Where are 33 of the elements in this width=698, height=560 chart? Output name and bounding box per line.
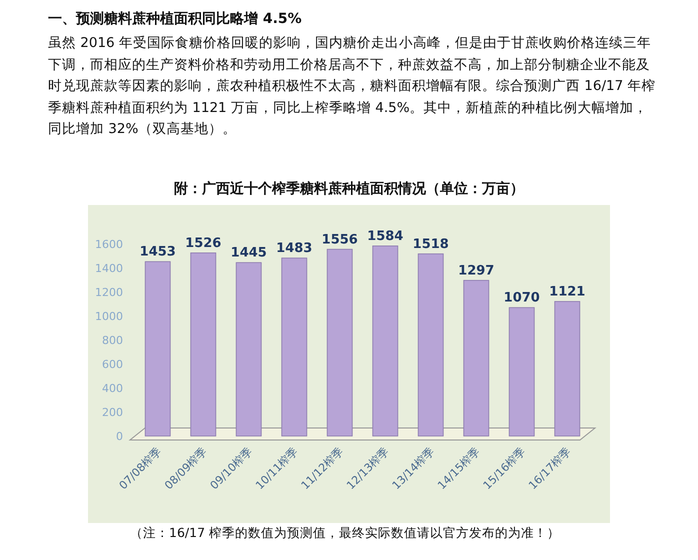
bar: [463, 280, 490, 436]
text: 一、预测糖料蔗种植面积同比略增 4.5%: [48, 10, 302, 28]
data-label: 1556: [322, 232, 358, 248]
y-tick-label: 200: [102, 406, 123, 419]
y-tick-label: 600: [102, 358, 123, 371]
y-tick-label: 1400: [95, 262, 123, 275]
bar: [190, 252, 216, 436]
bar: [508, 307, 535, 436]
bar: [326, 248, 353, 436]
bar: [418, 253, 444, 436]
y-tick-label: 1200: [95, 286, 123, 299]
bar: [554, 301, 580, 436]
data-label: 1518: [412, 236, 449, 252]
data-label: 1070: [504, 290, 540, 306]
y-tick-label: 0: [116, 430, 123, 443]
text: （注：16/17 榨季的数值为预测值，最终实际数值请以官方发布的为准！）: [130, 525, 560, 540]
data-label: 1453: [140, 244, 176, 260]
data-label: 1297: [458, 263, 494, 278]
data-label: 1445: [230, 246, 267, 261]
chart-title: 附：广西近十个榨季糖料蔗种植面积情况（单位：万亩）: [174, 180, 524, 197]
bar: [144, 261, 171, 436]
bar: [281, 258, 308, 436]
data-label: 1121: [549, 284, 586, 300]
bar: [372, 246, 398, 436]
data-label: 1526: [185, 236, 222, 251]
y-tick-label: 1600: [95, 238, 123, 251]
y-tick-label: 800: [102, 334, 123, 347]
y-tick-label: 1000: [95, 310, 123, 323]
text: 虽然 2016 年受国际食糖价格回暖的影响，国内糖价走出小高峰，但是由于甘蔗收购价格连续三年下调，而相应的生产资料价格和劳动用工价格居高不下，种蔗效益不高，加上部分制糖企业不能及时兑现蔗款等因素的影响，蔗农种植积极性不太高，糖料面积增幅有限。综合预测广西 16/17 年榨季糖料蔗种植面积约为 1121 万亩，同比上榨季略增 4.5%。其中，新植蔗的种植比例大幅增加，同比增加 32%（双高基地）。: [48, 34, 656, 139]
y-tick-label: 400: [102, 382, 123, 395]
data-label: 1584: [367, 228, 404, 244]
data-label: 1483: [276, 241, 312, 256]
bar: [236, 262, 262, 436]
